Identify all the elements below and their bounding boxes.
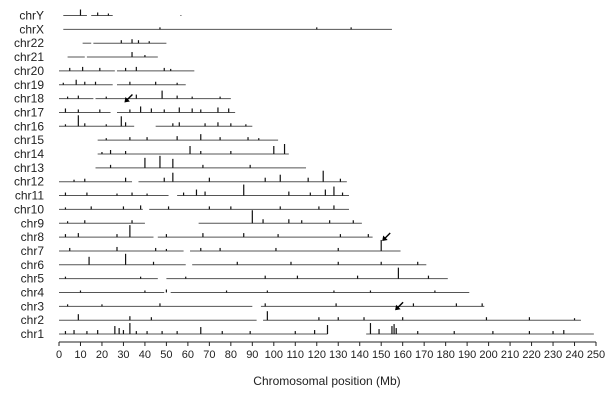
chromosome-label-chr1: chr1 (21, 327, 45, 341)
x-tick-label-190: 190 (458, 349, 476, 361)
arrow-chr2 (395, 301, 404, 311)
chromosome-label-chr15: chr15 (14, 133, 44, 147)
chromosome-label-chr16: chr16 (14, 119, 44, 133)
chromosome-label-chr21: chr21 (14, 50, 44, 64)
chromosome-label-chr22: chr22 (14, 36, 44, 50)
chromosome-label-chr6: chr6 (21, 258, 45, 272)
x-tick-label-180: 180 (436, 349, 454, 361)
highlight-arrows (124, 93, 404, 311)
x-tick-label-110: 110 (287, 349, 305, 361)
x-tick-label-30: 30 (117, 349, 129, 361)
x-tick-label-100: 100 (265, 349, 283, 361)
x-tick-label-150: 150 (372, 349, 390, 361)
x-tick-label-10: 10 (74, 349, 86, 361)
chromosome-label-chr13: chr13 (14, 161, 44, 175)
x-tick-label-90: 90 (246, 349, 258, 361)
chromosome-label-chr4: chr4 (21, 286, 45, 300)
arrow-chr7 (382, 232, 391, 241)
chromosome-labels: chrYchrXchr22chr21chr20chr19chr18chr17ch… (14, 9, 44, 342)
chromosome-label-chr10: chr10 (14, 202, 44, 216)
x-tick-label-60: 60 (182, 349, 194, 361)
x-tick-label-130: 130 (329, 349, 347, 361)
arrow-head-chr7 (382, 235, 388, 241)
chromosome-label-chr17: chr17 (14, 105, 44, 119)
chromosome-label-chr8: chr8 (21, 230, 45, 244)
x-tick-label-120: 120 (308, 349, 326, 361)
peak-marks (62, 9, 576, 335)
arrow-head-chr2 (395, 304, 401, 311)
chromosome-label-chr14: chr14 (14, 147, 44, 161)
arrow-head-chr17 (124, 96, 130, 103)
x-tick-label-210: 210 (501, 349, 519, 361)
x-tick-label-80: 80 (225, 349, 237, 361)
x-tick-label-220: 220 (522, 349, 540, 361)
x-tick-label-140: 140 (351, 349, 369, 361)
chromosome-label-chr12: chr12 (14, 175, 44, 189)
chromosome-label-chr2: chr2 (21, 313, 45, 327)
chromosome-label-chr7: chr7 (21, 244, 45, 258)
x-tick-label-40: 40 (139, 349, 151, 361)
x-tick-label-70: 70 (203, 349, 215, 361)
x-axis: 0 10 20 30 40 50 60 70 80 90 100 110 120 130 140 150 160… (56, 341, 605, 361)
chromosome-label-chr5: chr5 (21, 272, 45, 286)
x-tick-label-0: 0 (56, 349, 62, 361)
chromosome-label-chr18: chr18 (14, 92, 44, 106)
x-tick-label-200: 200 (479, 349, 497, 361)
x-tick-label-50: 50 (160, 349, 172, 361)
chromosome-label-chr9: chr9 (21, 216, 45, 230)
x-tick-label-240: 240 (565, 349, 583, 361)
chromosome-label-chr11: chr11 (15, 189, 44, 203)
x-tick-label-160: 160 (394, 349, 412, 361)
x-tick-label-230: 230 (544, 349, 562, 361)
arrow-chr17 (124, 93, 133, 103)
x-tick-label-20: 20 (96, 349, 108, 361)
chromosome-label-chr3: chr3 (21, 299, 45, 313)
chromosome-label-chrY: chrY (19, 9, 44, 23)
x-axis-title: Chromosomal position (Mb) (253, 374, 400, 388)
x-tick-label-170: 170 (415, 349, 433, 361)
chromosome-label-chr20: chr20 (14, 64, 44, 78)
chromosome-label-chr19: chr19 (14, 78, 44, 92)
chromosome-lines (59, 15, 594, 335)
chromosome-label-chrX: chrX (19, 22, 44, 36)
x-tick-label-250: 250 (587, 349, 605, 361)
